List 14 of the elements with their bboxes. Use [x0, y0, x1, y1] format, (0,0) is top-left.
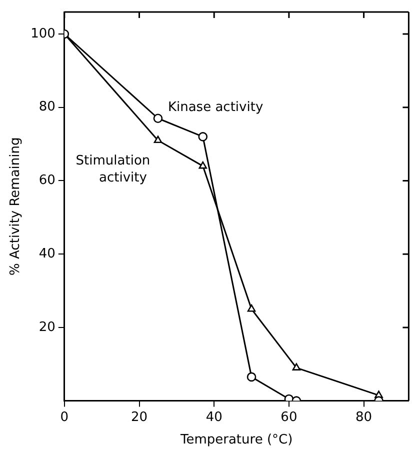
y-tick-label: 60 [38, 173, 56, 188]
y-tick-label: 20 [38, 320, 56, 335]
x-tick-label: 40 [206, 410, 222, 425]
y-tick-label: 40 [38, 246, 56, 262]
series-label: Stimulation activity [76, 153, 150, 186]
x-tick-label: 60 [280, 410, 298, 425]
x-axis-title: Temperature (°C) [179, 432, 293, 448]
series-label: Kinase activity [168, 100, 264, 116]
y-tick-label: 80 [38, 100, 56, 115]
y-axis-title: % Activity Remaining [8, 137, 24, 276]
x-tick-label: 20 [130, 410, 148, 425]
y-tick-label: 100 [30, 26, 56, 42]
x-tick-label: 0 [60, 410, 69, 425]
x-tick-label: 80 [356, 410, 372, 425]
